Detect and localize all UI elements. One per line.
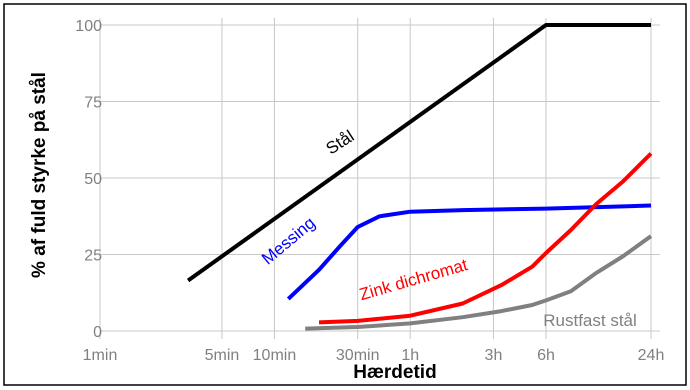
x-axis-title: Hærdetid xyxy=(353,362,436,383)
x-tick-label: 5min xyxy=(205,347,240,364)
x-tick-label: 3h xyxy=(485,347,503,364)
y-tick-labels: 0 25 50 75 100 xyxy=(75,18,102,341)
y-tick-label: 100 xyxy=(75,18,102,35)
series-label-staal: Stål xyxy=(323,126,358,158)
x-tick-label: 24h xyxy=(638,347,665,364)
y-tick-label: 25 xyxy=(84,248,102,265)
series-line-1 xyxy=(286,203,652,301)
y-tick-label: 50 xyxy=(84,171,102,188)
x-tick-label: 10min xyxy=(253,347,297,364)
y-tick-label: 75 xyxy=(84,95,102,112)
series-line-3 xyxy=(305,234,653,331)
series-label-zink-dichromat: Zink dichromat xyxy=(357,255,470,304)
series-label-messing: Messing xyxy=(258,213,319,268)
x-tick-label: 1min xyxy=(83,347,118,364)
series-line-0 xyxy=(186,23,651,283)
series-lines xyxy=(186,23,653,331)
series-line-2 xyxy=(318,152,653,325)
x-tick-label: 1h xyxy=(401,347,419,364)
x-tick-label: 30min xyxy=(336,347,380,364)
x-tick-labels: 1min 5min 10min 30min 1h 3h 6h 24h xyxy=(83,347,665,364)
y-axis-title: % af fuld styrke på stål xyxy=(29,72,50,278)
chart-frame xyxy=(3,3,687,386)
x-tick-label: 6h xyxy=(537,347,555,364)
y-tick-label: 0 xyxy=(93,324,102,341)
series-label-rustfast-staal: Rustfast stål xyxy=(543,311,637,330)
